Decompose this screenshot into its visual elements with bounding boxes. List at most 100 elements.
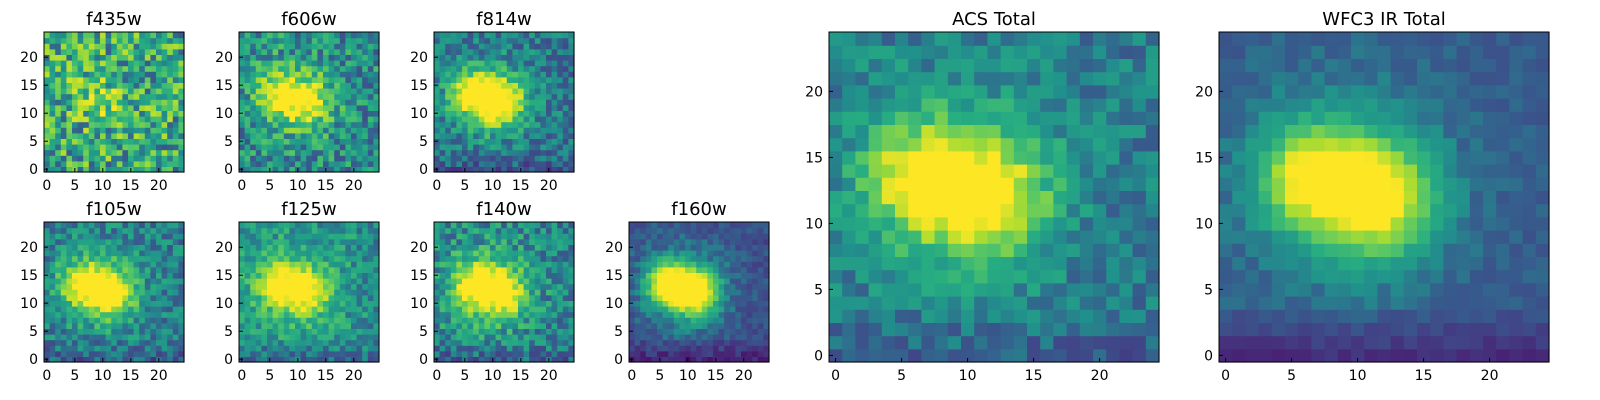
pixel-cell	[362, 356, 369, 363]
pixel-cell	[562, 138, 569, 145]
pixel-cell	[551, 356, 558, 363]
pixel-cell	[1053, 137, 1068, 152]
pixel-cell	[72, 82, 79, 89]
pixel-cell	[456, 155, 463, 162]
pixel-cell	[634, 261, 641, 268]
pixel-cell	[356, 222, 363, 229]
pixel-cell	[696, 227, 703, 234]
pixel-cell	[562, 71, 569, 78]
pixel-cell	[741, 345, 748, 352]
pixel-cell	[139, 88, 146, 95]
pixel-cell	[339, 356, 346, 363]
pixel-cell	[987, 150, 1002, 165]
pixel-cell	[244, 138, 251, 145]
pixel-cell	[250, 155, 257, 162]
pixel-cell	[100, 43, 107, 50]
pixel-cell	[456, 138, 463, 145]
pixel-cell	[713, 294, 720, 301]
pixel-cell	[83, 227, 90, 234]
pixel-cell	[323, 238, 330, 245]
pixel-cell	[267, 222, 274, 229]
pixel-cell	[367, 339, 374, 346]
x-tick-label: 5	[460, 178, 469, 194]
pixel-cell	[328, 104, 335, 111]
pixel-cell	[60, 227, 67, 234]
pixel-cell	[974, 348, 988, 363]
pixel-cell	[161, 300, 168, 307]
pixel-cell	[534, 272, 541, 279]
pixel-cell	[66, 289, 73, 296]
pixel-cell	[239, 255, 246, 262]
pixel-cell	[306, 250, 313, 257]
pixel-cell	[439, 127, 446, 134]
pixel-cell	[116, 244, 123, 251]
pixel-cell	[362, 32, 369, 39]
pixel-cell	[568, 345, 575, 352]
pixel-cell	[557, 266, 564, 273]
pixel-cell	[328, 289, 335, 296]
pixel-cell	[317, 350, 324, 357]
pixel-cell	[568, 278, 575, 285]
pixel-cell	[283, 261, 290, 268]
pixel-cell	[450, 255, 457, 262]
pixel-cell	[746, 261, 753, 268]
pixel-cell	[139, 54, 146, 61]
pixel-cell	[272, 121, 279, 128]
pixel-cell	[713, 227, 720, 234]
pixel-cell	[495, 300, 502, 307]
pixel-cell	[557, 32, 564, 39]
pixel-cell	[645, 311, 652, 318]
pixel-cell	[707, 317, 714, 324]
pixel-cell	[484, 289, 491, 296]
pixel-cell	[557, 76, 564, 83]
pixel-cell	[167, 250, 174, 257]
pixel-cell	[662, 266, 669, 273]
pixel-cell	[1079, 256, 1094, 271]
pixel-cell	[373, 233, 380, 240]
pixel-cell	[100, 65, 107, 72]
pixel-cell	[1079, 203, 1094, 218]
pixel-cell	[88, 322, 95, 329]
pixel-cell	[651, 283, 658, 290]
pixel-cell	[456, 88, 463, 95]
pixel-cell	[490, 37, 497, 44]
pixel-cell	[473, 65, 480, 72]
pixel-cell	[105, 149, 112, 156]
pixel-cell	[947, 164, 962, 178]
pixel-cell	[473, 127, 480, 134]
pixel-cell	[1132, 335, 1147, 350]
pixel-cell	[640, 339, 647, 346]
pixel-cell	[673, 278, 680, 285]
pixel-cell	[551, 160, 558, 167]
pixel-cell	[244, 266, 251, 273]
pixel-cell	[306, 132, 313, 139]
pixel-cell	[473, 350, 480, 357]
pixel-cell	[1027, 124, 1041, 139]
pixel-cell	[66, 116, 73, 123]
pixel-cell	[645, 266, 652, 273]
pixel-cell	[921, 203, 936, 218]
pixel-cell	[490, 116, 497, 123]
pixel-cell	[88, 233, 95, 240]
pixel-cell	[283, 76, 290, 83]
pixel-cell	[367, 350, 374, 357]
pixel-cell	[133, 317, 140, 324]
pixel-cell	[100, 306, 107, 313]
pixel-cell	[568, 155, 575, 162]
pixel-cell	[478, 65, 485, 72]
pixel-cell	[690, 261, 697, 268]
pixel-cell	[128, 283, 135, 290]
pixel-cell	[434, 345, 441, 352]
pixel-cell	[701, 283, 708, 290]
pixel-cell	[1079, 177, 1094, 191]
pixel-cell	[100, 350, 107, 357]
pixel-cell	[250, 82, 257, 89]
pixel-cell	[568, 328, 575, 335]
pixel-cell	[311, 65, 318, 72]
pixel-cell	[250, 60, 257, 67]
pixel-cell	[367, 160, 374, 167]
pixel-cell	[156, 233, 163, 240]
pixel-cell	[356, 116, 363, 123]
pixel-cell	[473, 255, 480, 262]
pixel-cell	[752, 300, 759, 307]
